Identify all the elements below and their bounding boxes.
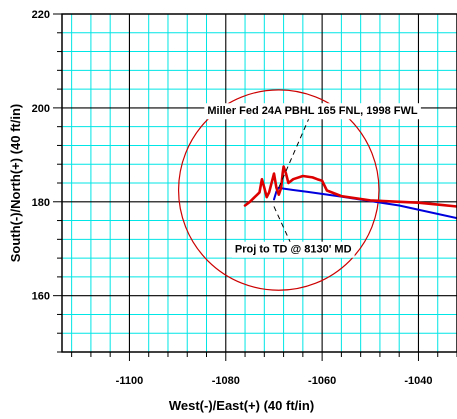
minor-gridlines — [62, 14, 457, 353]
y-tick-label: 200 — [32, 103, 50, 115]
x-tick-label: -1080 — [212, 375, 240, 387]
x-tick-label: -1100 — [116, 375, 144, 387]
annotation-label-background — [204, 103, 421, 120]
series-layer — [243, 165, 457, 220]
x-axis-label: West(-)/East(+) (40 ft/in) — [169, 398, 314, 413]
x-tick-label: -1060 — [308, 375, 336, 387]
tick-labels: -1100 -1080 -1060 -1040 160 180 200 220 — [32, 9, 433, 387]
annotation-layer: Miller Fed 24A PBHL 165 FNL, 1998 FWL Pro… — [204, 103, 421, 258]
annotation-label: Miller Fed 24A PBHL 165 FNL, 1998 FWL — [207, 105, 418, 117]
annotation-label-background — [231, 241, 355, 258]
tick-marks — [53, 13, 457, 361]
y-tick-label: 160 — [32, 291, 50, 303]
annotation-label: Proj to TD @ 8130' MD — [235, 244, 352, 256]
y-tick-label: 180 — [32, 197, 50, 209]
target-circle — [177, 89, 380, 291]
y-axis-label: South(-)/North(+) (40 ft/in) — [8, 104, 23, 263]
annotation-leader-line — [273, 206, 294, 249]
y-tick-label: 220 — [32, 9, 50, 21]
x-tick-label: -1040 — [404, 375, 432, 387]
actual-path-line — [243, 165, 457, 208]
target-circle-layer — [177, 89, 380, 291]
